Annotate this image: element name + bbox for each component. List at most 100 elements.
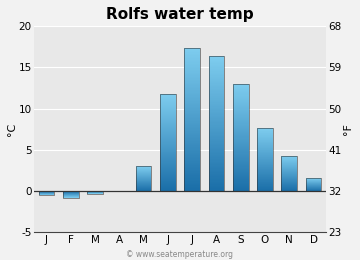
Bar (160, 107, 176, 108)
Bar (160, 143, 176, 144)
Bar (160, 108, 176, 109)
Bar (233, 190, 248, 191)
Bar (233, 149, 248, 150)
Bar (184, 128, 200, 130)
Bar (257, 170, 273, 171)
Bar (282, 170, 297, 171)
Bar (257, 175, 273, 176)
Bar (233, 112, 248, 113)
Bar (184, 51, 200, 53)
Bar (208, 67, 224, 69)
Bar (233, 100, 248, 101)
Bar (233, 99, 248, 100)
Bar (208, 114, 224, 116)
Bar (282, 164, 297, 165)
Bar (233, 107, 248, 108)
Bar (184, 185, 200, 187)
Bar (233, 118, 248, 119)
Bar (160, 186, 176, 187)
Bar (160, 176, 176, 177)
Bar (233, 171, 248, 172)
Bar (208, 152, 224, 153)
Bar (233, 105, 248, 106)
Bar (160, 96, 176, 98)
Bar (184, 131, 200, 133)
Bar (160, 112, 176, 113)
Bar (208, 120, 224, 121)
Bar (160, 145, 176, 146)
Bar (257, 135, 273, 136)
Bar (257, 145, 273, 146)
Bar (160, 167, 176, 168)
Bar (282, 175, 297, 176)
Bar (208, 144, 224, 145)
Bar (160, 166, 176, 167)
Bar (160, 94, 176, 191)
Bar (184, 87, 200, 88)
Bar (184, 100, 200, 101)
Bar (233, 114, 248, 115)
Bar (160, 124, 176, 125)
Bar (160, 102, 176, 103)
Bar (257, 163, 273, 164)
Bar (282, 171, 297, 172)
Bar (184, 90, 200, 91)
Bar (208, 112, 224, 113)
Bar (160, 103, 176, 104)
Bar (184, 141, 200, 142)
Bar (233, 151, 248, 152)
Bar (184, 73, 200, 74)
Bar (208, 117, 224, 118)
Bar (160, 130, 176, 131)
Bar (208, 79, 224, 81)
Bar (160, 174, 176, 175)
Bar (160, 164, 176, 165)
Bar (208, 168, 224, 170)
Bar (160, 147, 176, 148)
Bar (208, 132, 224, 133)
Bar (184, 70, 200, 71)
Bar (282, 177, 297, 178)
Bar (208, 137, 224, 139)
Bar (184, 144, 200, 145)
Bar (184, 188, 200, 190)
Bar (257, 128, 273, 129)
Bar (233, 124, 248, 125)
Bar (233, 177, 248, 178)
Bar (257, 180, 273, 181)
Bar (160, 189, 176, 190)
Bar (208, 148, 224, 150)
Bar (233, 98, 248, 99)
Bar (208, 71, 224, 73)
Bar (208, 100, 224, 101)
Bar (160, 139, 176, 140)
Bar (257, 138, 273, 139)
Bar (233, 104, 248, 105)
Bar (282, 184, 297, 185)
Bar (208, 102, 224, 103)
Bar (184, 102, 200, 104)
Bar (282, 160, 297, 161)
Bar (160, 117, 176, 118)
Bar (257, 164, 273, 165)
Bar (208, 127, 224, 128)
Bar (257, 185, 273, 186)
Bar (282, 167, 297, 168)
Bar (233, 159, 248, 160)
Bar (160, 101, 176, 102)
Bar (233, 183, 248, 184)
Bar (282, 178, 297, 179)
Bar (160, 111, 176, 112)
Bar (208, 109, 224, 110)
Bar (160, 153, 176, 154)
Bar (184, 104, 200, 105)
Bar (184, 150, 200, 151)
Bar (257, 158, 273, 159)
Bar (184, 160, 200, 161)
Bar (233, 135, 248, 137)
Bar (184, 140, 200, 141)
Bar (208, 164, 224, 166)
Bar (184, 145, 200, 147)
Bar (282, 166, 297, 167)
Bar (184, 124, 200, 125)
